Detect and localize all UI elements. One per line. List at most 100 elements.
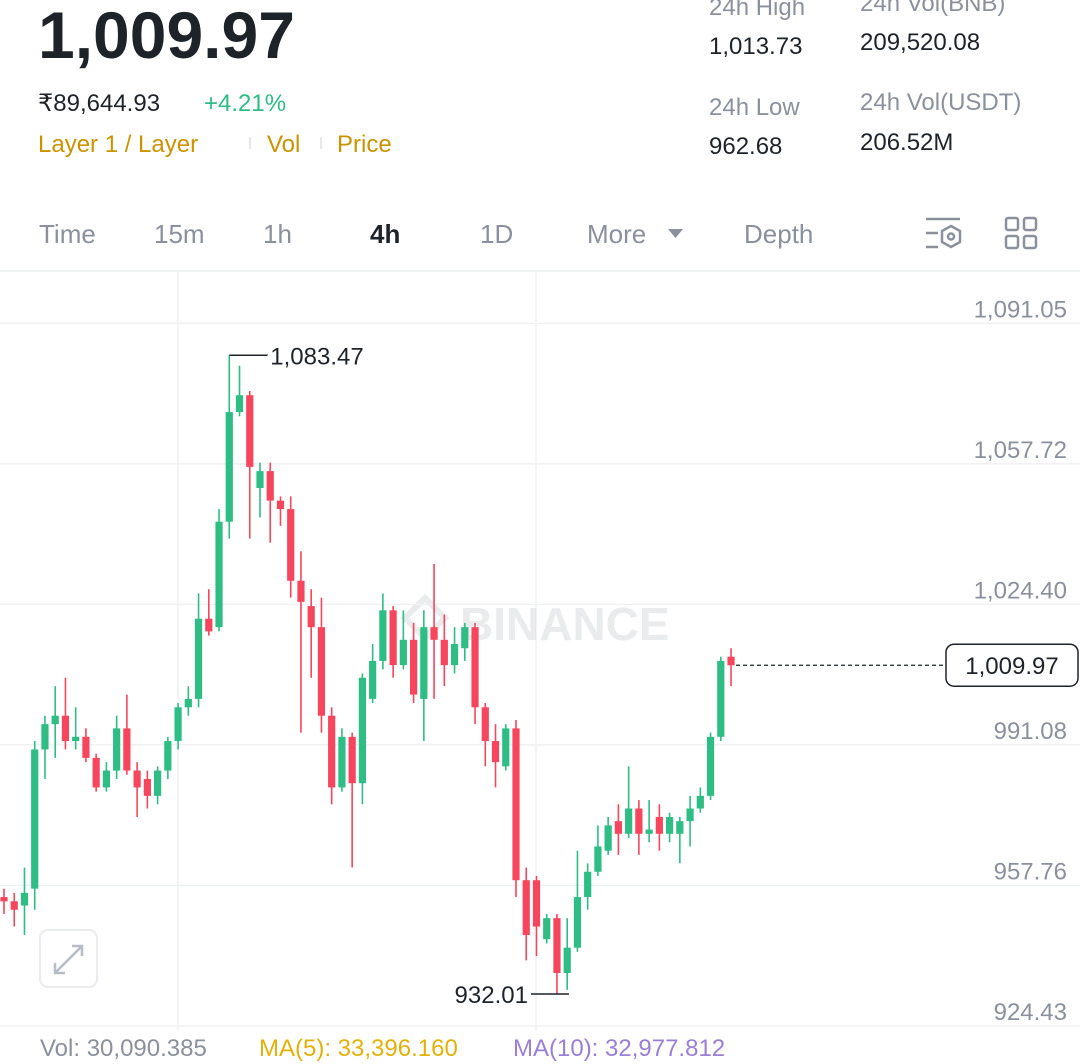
candle-body (369, 660, 377, 699)
y-tick-label: 957.76 (994, 858, 1067, 885)
tag[interactable]: Price (337, 131, 392, 158)
tab[interactable]: 15m (154, 219, 205, 249)
candle-body (72, 736, 80, 742)
tab[interactable]: 1D (480, 219, 513, 249)
volume: Vol: 30,090.385 (40, 1035, 207, 1062)
candle-body (625, 808, 633, 834)
candle-body (655, 816, 663, 834)
candle-body (123, 728, 131, 771)
candle-body (215, 521, 223, 628)
candle-body (184, 698, 192, 708)
candle-body (389, 610, 397, 666)
candle-body (686, 808, 694, 822)
candle-body (553, 918, 561, 973)
candle-body (471, 627, 479, 708)
candle-body (20, 892, 29, 906)
candle-body (666, 816, 674, 834)
last-price-box (945, 643, 1079, 687)
candle-body (276, 500, 285, 510)
candle-body (205, 618, 213, 632)
candle-body (532, 880, 541, 927)
expand-button[interactable] (39, 929, 98, 988)
plot: 1,091.05 1,057.72 1,024.40 991.08 957.76 924.… (0, 296, 1080, 1027)
candle-body (194, 618, 203, 699)
candle-body (235, 395, 244, 413)
last-price: 1,009.97 (38, 0, 295, 72)
candle-body (430, 627, 438, 640)
fiat-price: ₹89,644.93 (38, 90, 160, 117)
candle-body (0, 897, 8, 902)
stat-value: 209,520.08 (860, 29, 980, 56)
tab[interactable]: More (587, 219, 646, 249)
candle-body (82, 736, 90, 758)
stat-label: 24h Vol(BNB) (860, 0, 1005, 17)
candle-body (594, 846, 602, 872)
candle-body (717, 660, 725, 737)
tab[interactable]: Depth (744, 219, 813, 249)
candle-body (297, 580, 305, 602)
interval-tabs: Time 15m 1h 4h 1D More Depth (39, 219, 813, 249)
candle-body (164, 741, 172, 771)
candle-body (51, 715, 59, 725)
candle-body (174, 707, 182, 742)
ma5: MA(5): 33,396.160 (259, 1035, 458, 1062)
candle-body (450, 644, 459, 666)
candle-body (696, 795, 704, 809)
low-marker-label: 932.01 (455, 982, 528, 1009)
stat-label: 24h Low (709, 94, 800, 121)
ma10: MA(10): 32,977.812 (513, 1035, 725, 1062)
tag[interactable]: Layer 1 / Layer (38, 131, 198, 158)
candle-body (461, 627, 469, 649)
candle-body (379, 610, 387, 661)
candle-body (287, 509, 295, 581)
y-tick-label: 924.43 (994, 999, 1067, 1026)
candle-body (61, 715, 70, 742)
watermark: BINANCE (400, 593, 670, 650)
tag[interactable]: Vol (267, 131, 300, 158)
candle-body (502, 728, 510, 767)
watermark-text: BINANCE (460, 598, 670, 650)
separator (249, 137, 251, 149)
candle-body (31, 749, 39, 889)
candle-body (338, 736, 346, 788)
stat-value: 206.52M (860, 129, 953, 156)
candle-body (563, 947, 571, 973)
y-tick-label: 1,091.05 (974, 296, 1067, 323)
stat-value: 1,013.73 (709, 33, 802, 60)
candle-body (154, 770, 162, 796)
candle-body (256, 471, 264, 488)
candle-body (727, 656, 735, 666)
candle-body (266, 471, 274, 501)
candle-body (10, 901, 18, 910)
candle-body (584, 871, 592, 898)
stat-value: 962.68 (709, 133, 782, 160)
candle-body (225, 412, 233, 522)
tab[interactable]: 4h (370, 219, 400, 249)
candle-body (246, 395, 254, 467)
high-marker-label: 1,083.47 (270, 343, 363, 370)
y-tick-label: 1,057.72 (974, 437, 1067, 464)
candle-body (635, 808, 643, 834)
candle-body (41, 724, 49, 750)
candle-body (399, 639, 407, 666)
candle-body (604, 825, 612, 851)
candle-body (522, 880, 530, 936)
candle-body (481, 707, 489, 742)
price-change: +4.21% (204, 90, 286, 117)
tab[interactable]: 1h (263, 219, 292, 249)
candle-body (92, 757, 100, 788)
tab[interactable]: Time (39, 219, 96, 249)
layout-icon[interactable] (1004, 216, 1038, 250)
stat-label: 24h Vol(USDT) (860, 89, 1021, 116)
candle-body (420, 627, 428, 699)
candle-body (706, 736, 715, 796)
candle-body (317, 627, 326, 716)
candle-body (358, 677, 366, 784)
candle-body (307, 606, 315, 628)
candle-body (512, 728, 520, 881)
settings-icon[interactable] (926, 217, 962, 249)
dropdown-arrow (668, 229, 683, 238)
candle-body (645, 829, 653, 834)
candle-body (676, 821, 684, 834)
